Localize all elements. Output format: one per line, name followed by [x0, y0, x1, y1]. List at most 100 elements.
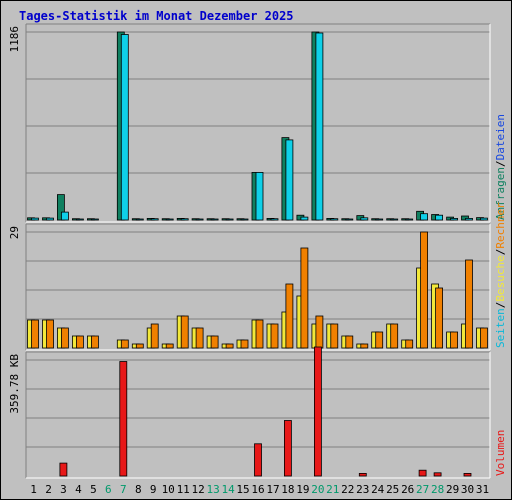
- x-tick-label: 3: [60, 483, 67, 496]
- x-tick-label: 30: [461, 483, 474, 496]
- x-tick-label: 11: [177, 483, 190, 496]
- bar-rechner-day-16: [255, 319, 264, 349]
- legend-requests: Anfragen/Dateien: [494, 114, 507, 220]
- x-tick-label: 12: [191, 483, 204, 496]
- bar-dateien-day-2: [46, 217, 54, 221]
- bar-dateien-day-10: [165, 218, 174, 221]
- bar-rechner-day-18: [285, 283, 294, 349]
- bar-dateien-day-3: [61, 211, 69, 221]
- bar-dateien-day-13: [210, 218, 219, 221]
- legend-item: /: [494, 302, 507, 309]
- x-tick-label: 9: [150, 483, 157, 496]
- legend-pages: Seiten/Besuche/Rechner: [494, 202, 507, 348]
- bar-rechner-day-15: [240, 339, 249, 349]
- bar-rechner-day-11: [180, 315, 189, 349]
- legend-item: Rechner: [494, 202, 507, 249]
- bar-volumen-day-28: [433, 472, 442, 477]
- x-tick-label: 28: [431, 483, 444, 496]
- bar-dateien-day-26: [405, 218, 414, 221]
- bar-dateien-day-21: [330, 218, 339, 221]
- x-tick-label: 14: [221, 483, 235, 496]
- bar-volumen-day-16: [254, 443, 262, 477]
- legend-item: Seiten: [494, 308, 507, 348]
- bar-dateien-day-19: [300, 216, 309, 221]
- bar-volumen-day-27: [418, 469, 427, 477]
- bar-rechner-day-17: [270, 323, 279, 349]
- bar-volumen-day-30: [463, 472, 472, 477]
- x-tick-label: 25: [386, 483, 399, 496]
- y-scale-label: 359.78 KB: [8, 354, 21, 414]
- bar-rechner-day-2: [46, 319, 54, 349]
- bar-dateien-day-1: [31, 217, 39, 221]
- bar-rechner-day-10: [165, 343, 174, 349]
- bar-rechner-day-23: [360, 343, 369, 349]
- x-tick-label: 20: [311, 483, 324, 496]
- bar-dateien-day-7: [120, 34, 129, 221]
- bar-rechner-day-22: [345, 335, 354, 349]
- x-tick-label: 4: [75, 483, 82, 496]
- bar-volumen-day-7: [119, 361, 128, 477]
- bar-rechner-day-26: [405, 339, 414, 349]
- bar-rechner-day-21: [330, 323, 339, 349]
- bar-rechner-day-25: [390, 323, 399, 349]
- bar-dateien-day-25: [390, 218, 399, 221]
- x-tick-label: 8: [135, 483, 142, 496]
- bar-dateien-day-27: [420, 213, 429, 221]
- bar-rechner-day-9: [150, 323, 159, 349]
- bar-rechner-day-27: [420, 231, 429, 349]
- panel-volume: 359.78 KB Volumen: [8, 346, 507, 479]
- bar-rechner-day-30: [465, 259, 473, 349]
- x-tick-label: 2: [45, 483, 52, 496]
- x-tick-label: 15: [236, 483, 249, 496]
- x-tick-label: 31: [476, 483, 489, 496]
- bar-dateien-day-9: [150, 218, 159, 221]
- x-tick-label: 16: [251, 483, 264, 496]
- x-tick-label: 18: [281, 483, 294, 496]
- bar-volumen-day-18: [283, 420, 292, 477]
- x-tick-label: 26: [401, 483, 414, 496]
- bar-rechner-day-7: [120, 339, 129, 349]
- bar-dateien-day-8: [135, 218, 144, 221]
- y-scale-label: 29: [8, 226, 21, 239]
- legend-item: Besuche: [494, 255, 507, 301]
- legend-volume: Volumen: [494, 430, 507, 476]
- bar-dateien-day-12: [195, 218, 204, 221]
- bar-rechner-day-28: [435, 287, 444, 349]
- bar-rechner-day-5: [91, 335, 99, 349]
- bar-dateien-day-17: [270, 218, 279, 221]
- legend-item: /: [494, 160, 507, 167]
- bar-rechner-day-8: [135, 343, 144, 349]
- x-tick-label: 6: [105, 483, 112, 496]
- bar-rechner-day-20: [315, 315, 324, 349]
- bar-dateien-day-18: [285, 139, 294, 221]
- bar-rechner-day-12: [195, 327, 204, 349]
- x-tick-label: 22: [341, 483, 354, 496]
- bar-volumen-day-20: [313, 346, 322, 477]
- bar-rechner-day-31: [480, 327, 488, 349]
- bar-volumen-day-3: [59, 462, 68, 477]
- bar-rechner-day-24: [375, 331, 384, 349]
- x-tick-label: 29: [446, 483, 459, 496]
- x-tick-label: 10: [162, 483, 175, 496]
- chart-title: Tages-Statistik im Monat Dezember 2025: [19, 9, 294, 23]
- bar-dateien-day-23: [360, 217, 369, 221]
- legend-item: Dateien: [494, 114, 507, 160]
- bar-rechner-day-14: [225, 343, 234, 349]
- bar-dateien-day-22: [345, 218, 354, 221]
- x-tick-label: 5: [90, 483, 97, 496]
- bar-dateien-day-24: [375, 218, 384, 221]
- legend-item: Anfragen: [494, 167, 507, 220]
- bar-dateien-day-29: [450, 217, 459, 221]
- bar-dateien-day-30: [465, 217, 473, 221]
- legend-item: Volumen: [494, 430, 507, 476]
- bar-dateien-day-20: [315, 32, 324, 221]
- x-tick-label: 23: [356, 483, 369, 496]
- x-tick-label: 7: [120, 483, 127, 496]
- bar-anfragen-day-3: [57, 194, 65, 221]
- legend-item: /: [494, 249, 507, 256]
- bar-rechner-day-4: [76, 335, 84, 349]
- bar-rechner-day-13: [210, 335, 219, 349]
- x-tick-label: 21: [326, 483, 339, 496]
